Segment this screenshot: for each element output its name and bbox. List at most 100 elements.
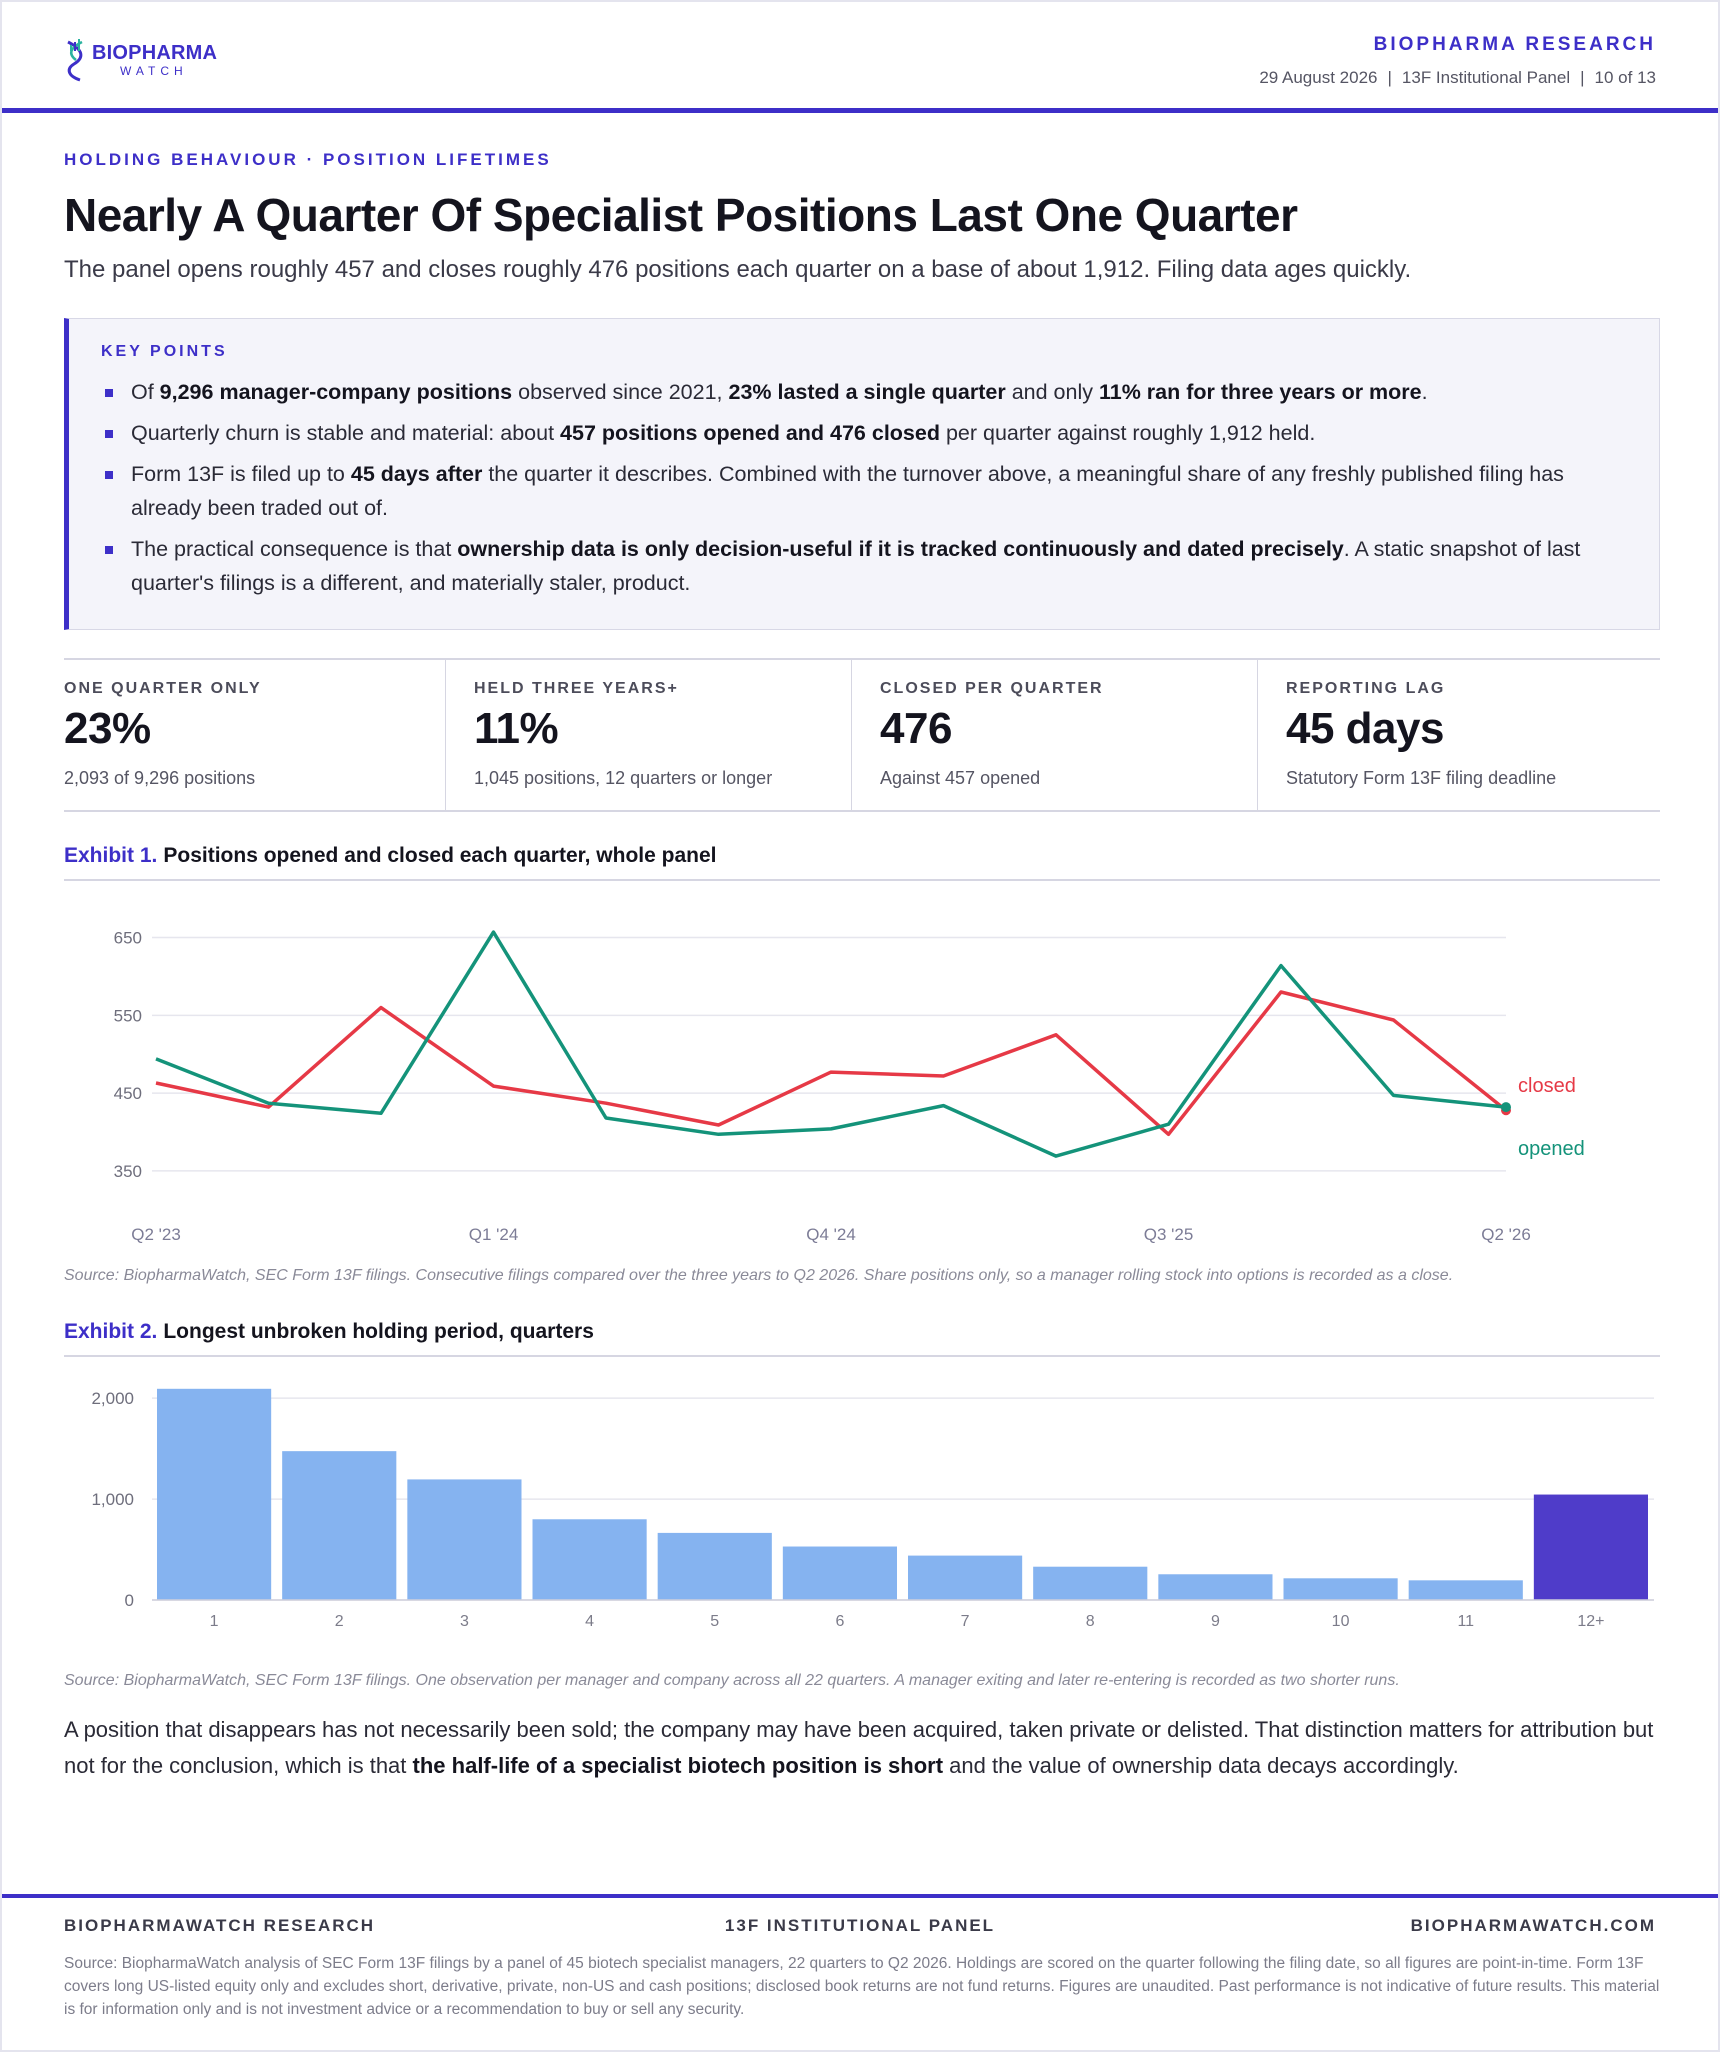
- text-run: The practical consequence is that: [131, 537, 458, 561]
- text-run: and the value of ownership data decays a…: [943, 1753, 1459, 1778]
- bar-chart-holding-period: 0 1,000 2,000 1 2 3 4 5 6 7 8 9 10 11 12+: [91, 1388, 1654, 1630]
- x-tick-label: Q2 '23: [131, 1225, 181, 1244]
- text-run: . A static snapshot of last quarter's fi…: [131, 537, 1581, 595]
- kpi-subtext: Statutory Form 13F filing deadline: [1286, 768, 1557, 788]
- x-tick-label: 6: [835, 1613, 844, 1630]
- exhibit-1-source: Source: BiopharmaWatch, SEC Form 13F fil…: [64, 1267, 1454, 1284]
- bar-2: [282, 1451, 397, 1600]
- bar-9: [1158, 1574, 1273, 1600]
- text-run: Of: [131, 380, 160, 404]
- key-point-item: Of 9,296 manager-company positions obser…: [105, 375, 1635, 409]
- text-run: .: [1421, 380, 1428, 404]
- x-tick-label: Q2 '26: [1481, 1225, 1531, 1244]
- x-tick-label: 12+: [1577, 1613, 1604, 1630]
- footer-link[interactable]: BIOPHARMAWATCH.COM: [1410, 1916, 1656, 1935]
- kpi-label: ONE QUARTER ONLY: [64, 680, 262, 697]
- logo-name: BIOPHARMA: [92, 42, 218, 64]
- exhibit-caption: Longest unbroken holding period, quarter…: [163, 1320, 594, 1343]
- exhibit-1-title: Exhibit 1. Positions opened and closed ea…: [64, 844, 717, 868]
- header-meta-line: 29 August 2026 | 13F Institutional Panel | 1…: [1259, 68, 1656, 88]
- exhibit-rule: [64, 879, 1660, 881]
- exhibit-2-source: Source: BiopharmaWatch, SEC Form 13F fil…: [64, 1672, 1400, 1689]
- page-title: Nearly A Quarter Of Specialist Positions…: [64, 189, 1298, 241]
- emphasis-text: 23% lasted a single quarter: [728, 380, 1006, 404]
- footer-center: 13F INSTITUTIONAL PANEL: [724, 1916, 996, 1935]
- key-point-item: The practical consequence is that owners…: [105, 532, 1635, 600]
- data-point-opened: [1501, 1102, 1511, 1113]
- kpi-subtext: Against 457 opened: [880, 768, 1041, 788]
- text-run: Quarterly churn is stable and material: …: [131, 421, 561, 445]
- report-date: 29 August 2026: [1259, 68, 1378, 87]
- emphasis-text: 45 days after: [350, 462, 483, 486]
- exhibit-2-title: Exhibit 2. Longest unbroken holding perio…: [64, 1320, 594, 1344]
- series-label-opened: opened: [1518, 1138, 1585, 1160]
- series-label-closed: closed: [1518, 1075, 1576, 1097]
- footer-left: BIOPHARMAWATCH RESEARCH: [64, 1916, 376, 1935]
- page-number: 10 of 13: [1594, 68, 1656, 87]
- kpi-value: 45 days: [1286, 704, 1444, 753]
- exhibit-number: Exhibit 2.: [64, 1320, 158, 1343]
- key-points-title: KEY POINTS: [101, 343, 228, 360]
- separator: |: [1387, 68, 1392, 87]
- x-tick-label: 7: [961, 1613, 970, 1630]
- x-tick-label: 8: [1086, 1613, 1095, 1630]
- kpi-subtext: 2,093 of 9,296 positions: [64, 768, 256, 788]
- logo-subtitle: WATCH: [120, 64, 188, 78]
- key-point-item: Quarterly churn is stable and material: …: [105, 416, 1635, 450]
- kpi-subtext: 1,045 positions, 12 quarters or longer: [474, 768, 773, 788]
- text-run: the quarter it describes. Combined with …: [131, 462, 1564, 520]
- emphasis-text: 457 positions opened and 476 closed: [560, 421, 940, 445]
- key-points-box: KEY POINTS Of 9,296 manager-company posi…: [64, 318, 1660, 630]
- header-rule: [2, 108, 1718, 113]
- line-chart-opened-closed: 350 450 550 650 Q2 '23 Q1 '24 Q4 '24 Q3 '25 Q2 '…: [114, 929, 1585, 1244]
- kpi-closed-per-quarter: CLOSED PER QUARTER 476 Against 457 opene…: [851, 660, 1250, 810]
- y-tick-label: 550: [114, 1006, 142, 1025]
- emphasis-text: the half-life of a specialist biotech po…: [412, 1753, 944, 1778]
- x-tick-label: Q1 '24: [469, 1225, 519, 1244]
- kpi-label: CLOSED PER QUARTER: [880, 680, 1104, 697]
- kpi-value: 11%: [474, 704, 559, 753]
- x-tick-label: Q3 '25: [1144, 1225, 1194, 1244]
- kpi-strip: ONE QUARTER ONLY 23% 2,093 of 9,296 posi…: [64, 658, 1660, 812]
- x-tick-label: 11: [1457, 1613, 1474, 1630]
- bar-7: [908, 1555, 1023, 1600]
- brand-logo[interactable]: BIOPHARMA WATCH: [64, 34, 244, 84]
- exhibit-caption: Positions opened and closed each quarter…: [163, 844, 717, 867]
- x-tick-label: 9: [1211, 1613, 1220, 1630]
- header-brand: BIOPHARMA RESEARCH: [1373, 34, 1656, 55]
- x-tick-label: 10: [1332, 1613, 1350, 1630]
- y-tick-label: 650: [114, 929, 142, 948]
- x-tick-label: 2: [335, 1613, 344, 1630]
- bar-8: [1033, 1566, 1148, 1600]
- bar-1: [157, 1388, 272, 1600]
- bar-10: [1283, 1578, 1398, 1600]
- x-tick-label: Q4 '24: [806, 1225, 856, 1244]
- text-run: and only: [1005, 380, 1099, 404]
- x-tick-label: 4: [585, 1613, 594, 1630]
- kpi-label: REPORTING LAG: [1286, 680, 1446, 697]
- footer-rule: [2, 1894, 1718, 1898]
- y-tick-label: 1,000: [91, 1490, 134, 1509]
- key-points-list: Of 9,296 manager-company positions obser…: [105, 375, 1635, 607]
- body-paragraph: A position that disappears has not neces…: [64, 1712, 1664, 1784]
- kpi-one-quarter: ONE QUARTER ONLY 23% 2,093 of 9,296 posi…: [64, 660, 463, 810]
- emphasis-text: 9,296 manager-company positions: [159, 380, 513, 404]
- x-tick-label: 3: [460, 1613, 469, 1630]
- kpi-three-years: HELD THREE YEARS+ 11% 1,045 positions, 1…: [445, 660, 844, 810]
- dna-chart-icon: [67, 39, 83, 82]
- emphasis-text: ownership data is only decision-useful i…: [457, 537, 1344, 561]
- kpi-label: HELD THREE YEARS+: [474, 680, 679, 697]
- text-run: per quarter against roughly 1,912 held.: [939, 421, 1316, 445]
- bar-11: [1408, 1580, 1523, 1600]
- y-tick-label: 450: [114, 1084, 142, 1103]
- text-run: Form 13F is filed up to: [131, 462, 351, 486]
- emphasis-text: 11% ran for three years or more: [1098, 380, 1422, 404]
- bar-5: [657, 1532, 772, 1600]
- y-tick-label: 350: [114, 1162, 142, 1181]
- series-line-opened: [155, 930, 1507, 1158]
- section-eyebrow: HOLDING BEHAVIOUR · POSITION LIFETIMES: [64, 150, 552, 169]
- exhibit-rule: [64, 1355, 1660, 1357]
- bar-12+: [1533, 1494, 1648, 1600]
- panel-name: 13F Institutional Panel: [1401, 68, 1571, 87]
